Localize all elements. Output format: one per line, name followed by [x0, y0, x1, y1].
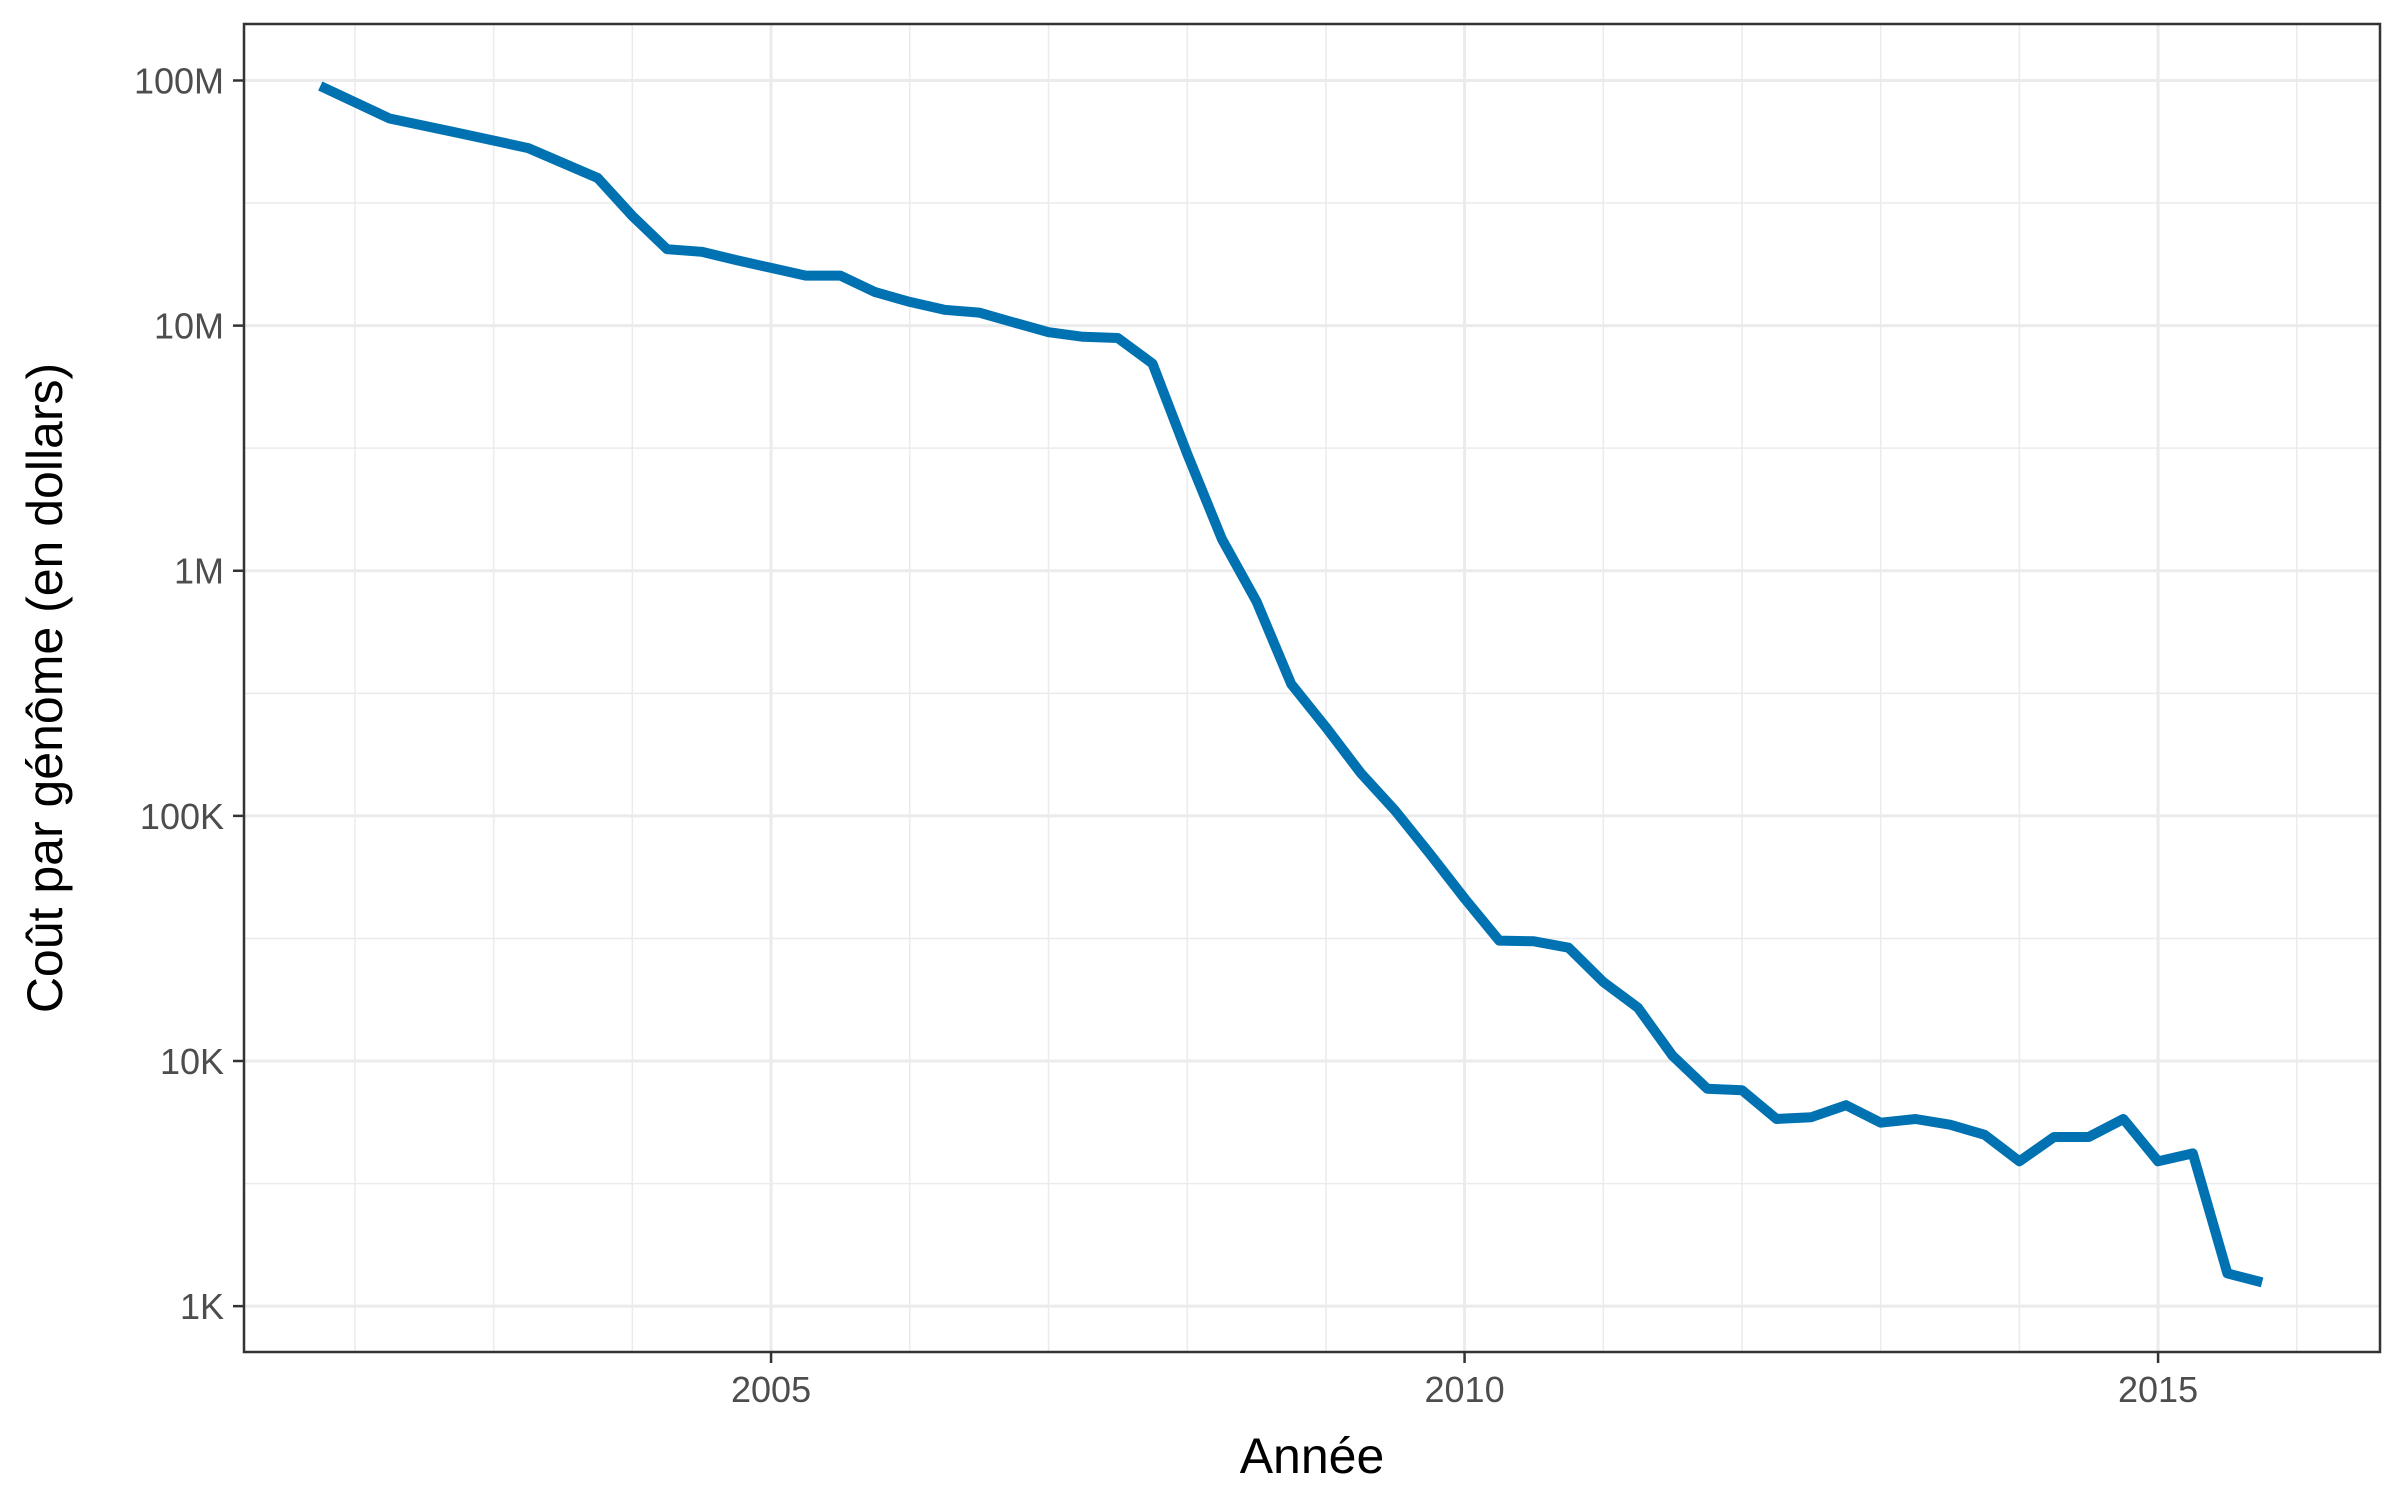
x-axis-ticks: 2005 2010 2015 — [731, 1352, 2198, 1410]
y-tick-label: 1K — [180, 1286, 224, 1327]
y-tick-label: 100M — [134, 60, 224, 101]
x-tick-label: 2005 — [731, 1369, 811, 1410]
major-y-gridlines — [244, 78, 2380, 1308]
minor-y-gridlines — [244, 202, 2380, 1185]
x-axis-title: Année — [1240, 1428, 1385, 1484]
x-tick-label: 2010 — [1425, 1369, 1505, 1410]
plot-border — [242, 22, 2382, 1354]
y-tick-label: 10M — [154, 306, 224, 347]
minor-x-gridlines — [354, 24, 2298, 1352]
y-tick-label: 1M — [174, 551, 224, 592]
y-tick-label: 100K — [140, 796, 224, 837]
y-axis-title: Coût par génôme (en dollars) — [17, 363, 73, 1013]
cost-line — [318, 81, 2264, 1288]
x-tick-label: 2015 — [2118, 1369, 2198, 1410]
major-x-gridlines — [769, 24, 2160, 1352]
y-axis-ticks: 1K 10K 100K 1M 10M 100M — [134, 60, 244, 1327]
plot-background — [244, 24, 2380, 1352]
y-tick-label: 10K — [160, 1041, 224, 1082]
